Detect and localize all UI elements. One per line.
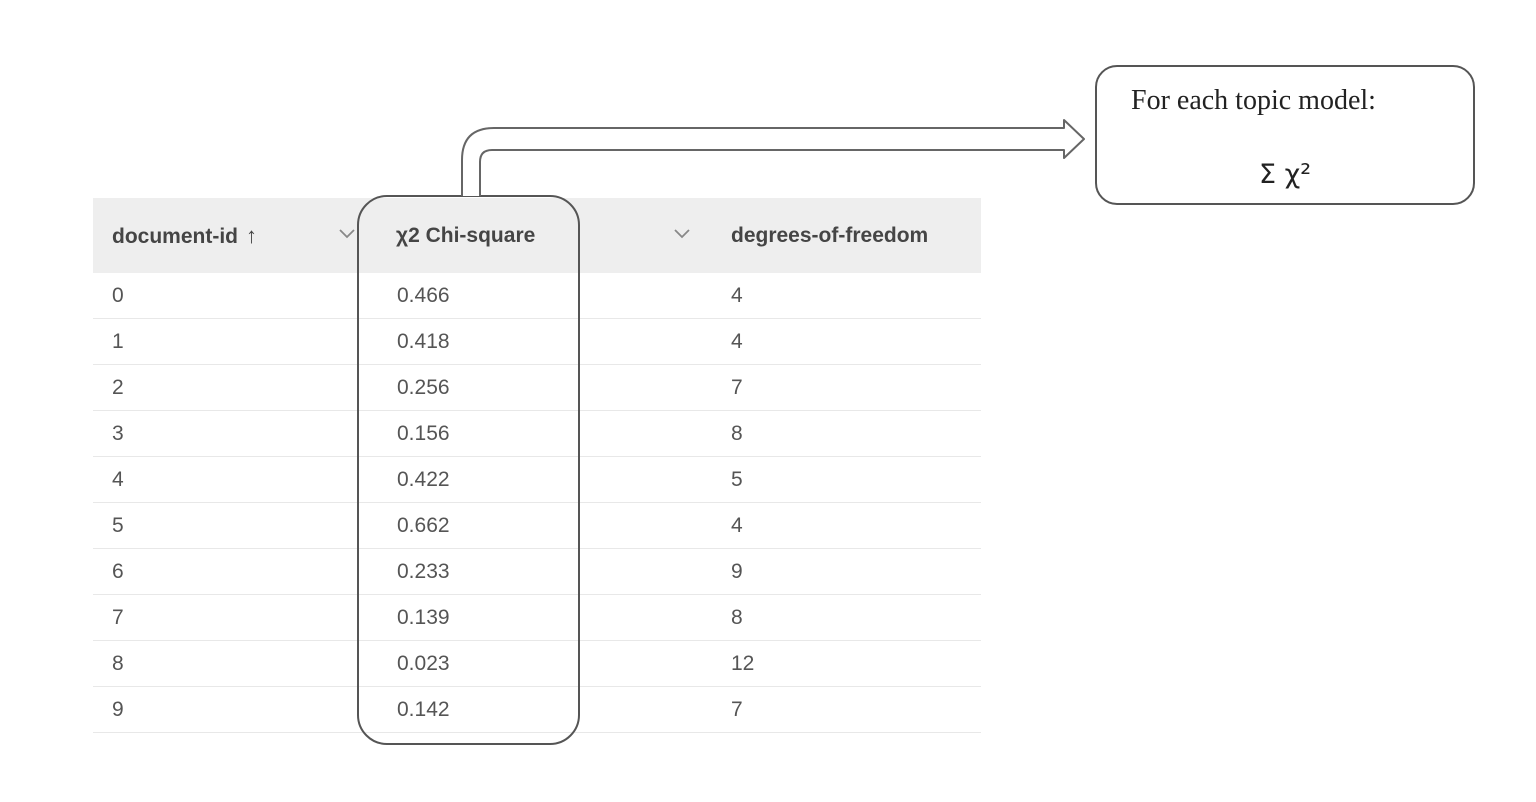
cell-document-id: 6 — [112, 560, 124, 583]
cell-degrees-of-freedom: 5 — [731, 468, 743, 491]
column-header-label: χ2 Chi-square — [396, 224, 536, 247]
cell-document-id: 9 — [112, 698, 124, 721]
callout-title: For each topic model: — [1131, 85, 1376, 116]
column-header-label: degrees-of-freedom — [731, 224, 929, 247]
table-row: 2 0.256 7 — [93, 365, 981, 411]
chevron-down-icon[interactable] — [338, 228, 356, 240]
cell-degrees-of-freedom: 7 — [731, 698, 743, 721]
cell-chi-square: 0.662 — [397, 514, 450, 537]
cell-degrees-of-freedom: 8 — [731, 422, 743, 445]
chi-square-sum-formula: Σ χ² — [1258, 159, 1312, 190]
chevron-down-icon[interactable] — [673, 228, 691, 240]
cell-document-id: 2 — [112, 376, 124, 399]
cell-chi-square: 0.466 — [397, 284, 450, 307]
cell-document-id: 0 — [112, 284, 124, 307]
table-row: 6 0.233 9 — [93, 549, 981, 595]
cell-degrees-of-freedom: 4 — [731, 284, 743, 307]
cell-chi-square: 0.139 — [397, 606, 450, 629]
cell-chi-square: 0.233 — [397, 560, 450, 583]
cell-degrees-of-freedom: 4 — [731, 514, 743, 537]
cell-chi-square: 0.023 — [397, 652, 450, 675]
column-header-degrees-of-freedom[interactable]: degrees-of-freedom — [731, 198, 928, 273]
cell-document-id: 1 — [112, 330, 124, 353]
chi-square-table: document-id ↑ χ2 Chi-square degrees-of-fr… — [93, 198, 981, 733]
cell-chi-square: 0.142 — [397, 698, 450, 721]
column-header-chi-square[interactable]: χ2 Chi-square — [396, 198, 535, 273]
table-row: 1 0.418 4 — [93, 319, 981, 365]
table-row: 0 0.466 4 — [93, 273, 981, 319]
table-row: 7 0.139 8 — [93, 595, 981, 641]
cell-degrees-of-freedom: 4 — [731, 330, 743, 353]
summary-callout-box: For each topic model: Σ χ² — [1095, 65, 1475, 205]
table-row: 8 0.023 12 — [93, 641, 981, 687]
table-row: 5 0.662 4 — [93, 503, 981, 549]
cell-document-id: 4 — [112, 468, 124, 491]
cell-degrees-of-freedom: 12 — [731, 652, 755, 675]
table-row: 3 0.156 8 — [93, 411, 981, 457]
cell-degrees-of-freedom: 9 — [731, 560, 743, 583]
cell-document-id: 8 — [112, 652, 124, 675]
column-header-label: document-id — [112, 225, 238, 248]
table-header: document-id ↑ χ2 Chi-square degrees-of-fr… — [93, 198, 981, 273]
cell-chi-square: 0.156 — [397, 422, 450, 445]
cell-document-id: 7 — [112, 606, 124, 629]
table-row: 9 0.142 7 — [93, 687, 981, 733]
cell-degrees-of-freedom: 8 — [731, 606, 743, 629]
cell-chi-square: 0.256 — [397, 376, 450, 399]
cell-degrees-of-freedom: 7 — [731, 376, 743, 399]
table-row: 4 0.422 5 — [93, 457, 981, 503]
cell-document-id: 3 — [112, 422, 124, 445]
cell-chi-square: 0.418 — [397, 330, 450, 353]
column-header-document-id[interactable]: document-id ↑ — [112, 198, 257, 273]
block-arrow-icon — [461, 119, 1085, 196]
cell-document-id: 5 — [112, 514, 124, 537]
arrow-up-icon[interactable]: ↑ — [246, 223, 257, 248]
cell-chi-square: 0.422 — [397, 468, 450, 491]
